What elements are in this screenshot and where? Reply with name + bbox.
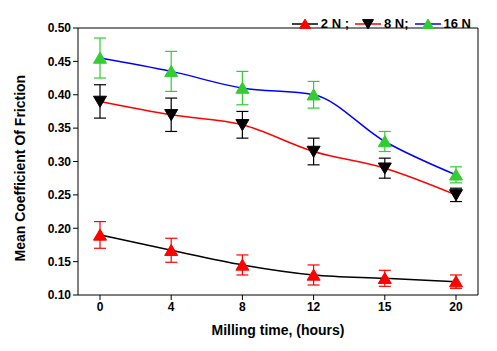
html-text:2 N ;: 2 N ; [320, 16, 349, 31]
svg-text:0.40: 0.40 [48, 88, 72, 102]
svg-text:0.15: 0.15 [48, 255, 72, 269]
svg-text:0.45: 0.45 [48, 55, 72, 69]
svg-text:20: 20 [449, 300, 463, 314]
html-text:16 N: 16 N [443, 16, 471, 31]
svg-text:12: 12 [307, 300, 321, 314]
svg-text:0.30: 0.30 [48, 155, 72, 169]
svg-text:4: 4 [168, 300, 175, 314]
svg-text:Mean Coefficient Of Friction: Mean Coefficient Of Friction [12, 75, 28, 262]
svg-text:0.35: 0.35 [48, 121, 72, 135]
html-text:8 N;: 8 N; [384, 16, 409, 31]
svg-text:0: 0 [97, 300, 104, 314]
svg-text:0.25: 0.25 [48, 188, 72, 202]
svg-text:8: 8 [239, 300, 246, 314]
svg-text:15: 15 [378, 300, 392, 314]
svg-text:0.20: 0.20 [48, 222, 72, 236]
svg-text:Milling time, (hours): Milling time, (hours) [212, 322, 345, 338]
svg-text:0.50: 0.50 [48, 21, 72, 35]
svg-text:0.10: 0.10 [48, 288, 72, 302]
